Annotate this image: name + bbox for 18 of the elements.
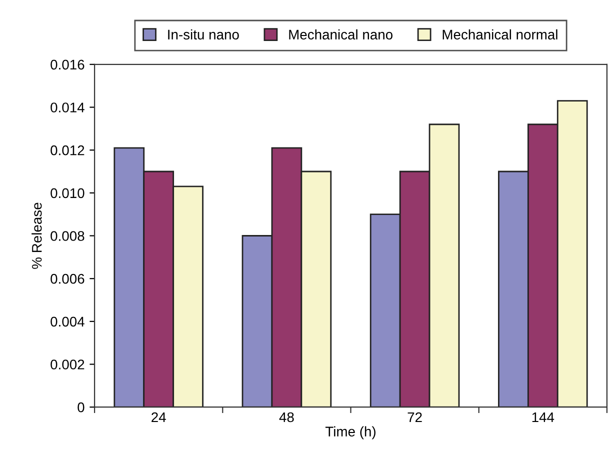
x-tick-label: 144	[532, 412, 554, 422]
y-tick-label: 0.008	[50, 231, 84, 241]
y-tick-label: 0.004	[50, 316, 84, 327]
x-tick-label: 24	[152, 412, 166, 422]
y-tick-label: 0.006	[50, 274, 84, 284]
y-tick-label: 0.014	[50, 102, 84, 112]
legend-label: Mechanical nano	[289, 29, 392, 40]
y-tick-label: 0.002	[50, 360, 84, 370]
legend-label: Mechanical normal	[442, 29, 558, 40]
x-axis-title: Time (h)	[325, 426, 376, 440]
y-axis-title: % Release	[32, 202, 42, 269]
legend-label: In-situ nano	[168, 29, 239, 40]
y-tick-label: 0.016	[50, 60, 84, 70]
y-tick-label: 0.012	[50, 145, 84, 156]
x-tick-label: 72	[408, 412, 422, 422]
y-tick-label: 0	[78, 402, 84, 412]
y-tick-label: 0.010	[50, 188, 84, 198]
x-tick-label: 48	[279, 412, 294, 422]
